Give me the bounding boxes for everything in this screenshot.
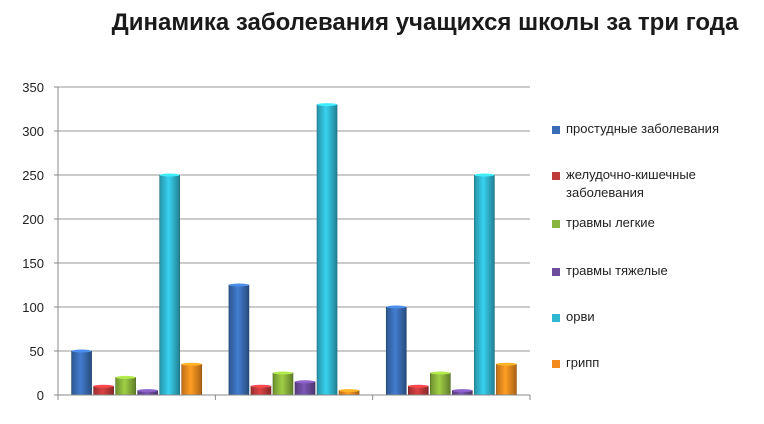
bar-top	[137, 389, 158, 393]
y-tick-label: 100	[22, 300, 44, 315]
y-tick-label: 50	[30, 344, 44, 359]
legend-label: травмы тяжелые	[566, 263, 668, 278]
legend-label: орви	[566, 309, 595, 324]
legend-label: грипп	[566, 355, 600, 370]
legend-swatch	[552, 360, 560, 368]
bar-top	[295, 380, 316, 384]
legend-swatch	[552, 220, 560, 228]
bars	[71, 103, 517, 396]
bar	[115, 377, 136, 396]
legend-label: желудочно-кишечные заболевания	[566, 167, 696, 200]
bar-top	[228, 283, 249, 287]
y-tick-label: 250	[22, 168, 44, 183]
bar-top	[181, 362, 202, 366]
gridlines	[58, 86, 530, 396]
y-tick-label: 200	[22, 212, 44, 227]
legend-swatch	[552, 126, 560, 134]
y-tick-label: 300	[22, 124, 44, 139]
bar-top	[474, 173, 495, 177]
legend-item: орви	[552, 308, 595, 326]
y-axis-ticks: 0 50 100 150 200 250 300 350	[22, 80, 531, 403]
legend-swatch	[552, 268, 560, 276]
bar	[228, 284, 250, 396]
bar	[474, 174, 495, 396]
bar	[385, 306, 407, 396]
legend-item: травмы тяжелые	[552, 262, 668, 280]
bar-top	[250, 384, 271, 388]
y-tick-label: 350	[22, 80, 44, 95]
bar-top	[93, 384, 114, 388]
bar-top	[386, 305, 407, 309]
bar-top	[115, 375, 136, 379]
bar-top	[317, 103, 338, 107]
chart-title: Динамика заболевания учащихся школы за т…	[111, 9, 739, 36]
legend-item: травмы легкие	[552, 214, 655, 232]
legend-label: травмы легкие	[566, 215, 655, 230]
bar	[430, 372, 451, 396]
y-tick-label: 150	[22, 256, 44, 271]
bar	[181, 363, 203, 396]
legend-item: грипп	[552, 354, 599, 372]
legend-swatch	[552, 314, 560, 322]
bar-top	[408, 384, 429, 388]
bar-top	[339, 389, 360, 393]
bar	[496, 363, 517, 396]
bar	[294, 381, 316, 396]
bar	[159, 174, 181, 396]
legend-item: простудные заболевания	[552, 120, 719, 138]
bar-top	[452, 389, 473, 393]
bar-top	[71, 349, 92, 353]
bar-top	[496, 362, 517, 366]
legend-label: простудные заболевания	[566, 121, 719, 136]
bar	[71, 350, 92, 396]
y-tick-label: 0	[37, 388, 44, 403]
bar	[272, 372, 294, 396]
legend-item: желудочно-кишечные заболевания	[552, 166, 736, 202]
bar-top	[272, 371, 293, 375]
legend-swatch	[552, 172, 560, 180]
bar-top	[430, 371, 451, 375]
bar-top	[159, 173, 180, 177]
bar	[316, 104, 338, 396]
